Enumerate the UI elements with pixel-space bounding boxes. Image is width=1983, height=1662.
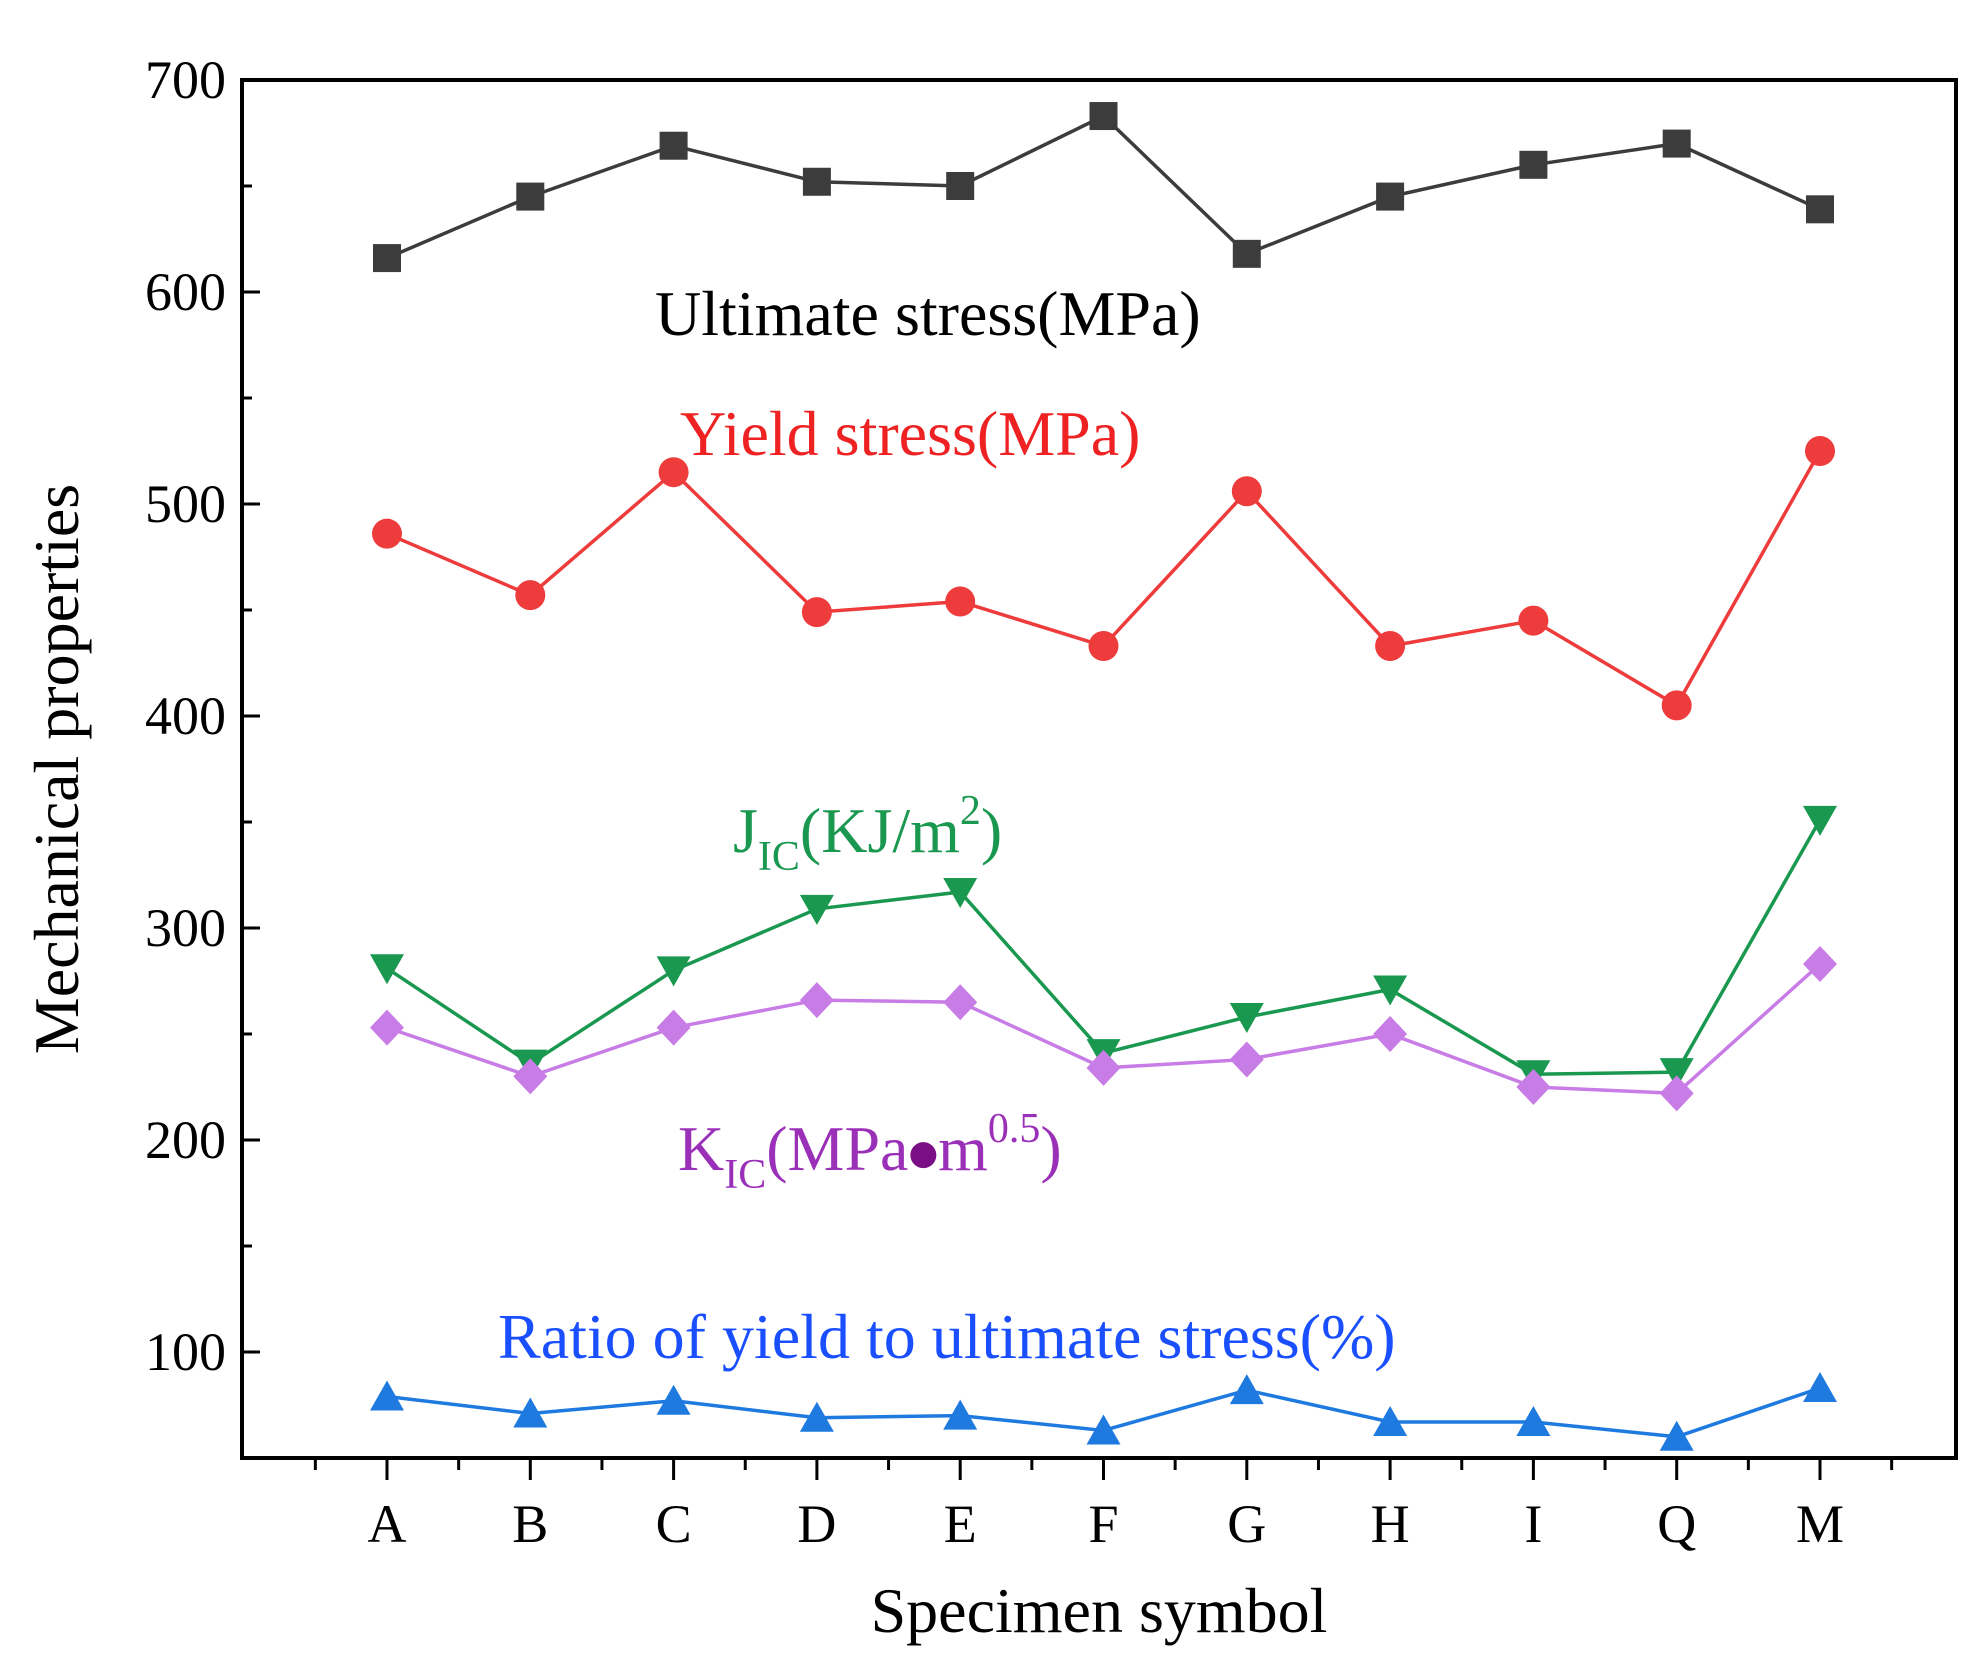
y-tick-label: 500 bbox=[145, 474, 226, 534]
data-point bbox=[943, 984, 978, 1021]
data-point bbox=[1516, 1069, 1551, 1105]
jic-label-close: ) bbox=[981, 795, 1002, 866]
data-point bbox=[1229, 1374, 1264, 1405]
x-tick-label: C bbox=[656, 1494, 692, 1554]
data-point bbox=[1805, 436, 1835, 466]
y-tick-label: 100 bbox=[145, 1322, 226, 1382]
y-tick-label: 300 bbox=[145, 898, 226, 958]
data-point bbox=[515, 580, 546, 611]
data-point bbox=[1659, 1420, 1694, 1451]
data-point bbox=[1373, 1405, 1408, 1436]
data-point bbox=[1232, 239, 1261, 268]
x-tick-label: G bbox=[1227, 1494, 1266, 1554]
jic-label-superscript: 2 bbox=[960, 788, 981, 834]
data-point bbox=[513, 1058, 548, 1095]
x-tick-label: E bbox=[944, 1494, 977, 1554]
data-point bbox=[372, 518, 402, 549]
data-point bbox=[1089, 102, 1118, 131]
kic-label-superscript: 0.5 bbox=[988, 1106, 1041, 1152]
jic-label-unit: (KJ/m bbox=[800, 795, 960, 866]
data-point bbox=[1229, 1041, 1264, 1078]
kic-label-m: m bbox=[938, 1113, 988, 1184]
series-line-0 bbox=[386, 113, 1821, 260]
x-tick-label: H bbox=[1371, 1494, 1410, 1554]
plot-frame bbox=[240, 78, 1958, 1460]
jic-label-main: J bbox=[733, 795, 758, 866]
x-axis-title: Specimen symbol bbox=[871, 1575, 1328, 1646]
kic-label-close: ) bbox=[1040, 1113, 1061, 1184]
data-point bbox=[1231, 476, 1262, 507]
data-point bbox=[943, 877, 978, 908]
data-point bbox=[1661, 690, 1692, 721]
data-point bbox=[945, 586, 976, 617]
y-tick-label: 600 bbox=[145, 262, 226, 322]
x-tick-label: B bbox=[512, 1494, 548, 1554]
data-point bbox=[943, 1399, 978, 1430]
data-point bbox=[1088, 631, 1119, 662]
x-tick-label: I bbox=[1524, 1494, 1542, 1554]
data-point bbox=[799, 982, 834, 1019]
data-point bbox=[946, 172, 975, 200]
data-point bbox=[802, 167, 831, 196]
y-tick-label: 700 bbox=[145, 50, 226, 110]
data-point bbox=[370, 954, 404, 985]
data-point bbox=[1803, 1372, 1837, 1403]
kic-label-subscript: IC bbox=[724, 1152, 766, 1198]
data-point bbox=[1803, 805, 1837, 836]
data-point bbox=[799, 894, 834, 925]
kic-label-dot: ● bbox=[908, 1133, 938, 1173]
data-point bbox=[513, 1397, 548, 1428]
kic-label: KIC(MPa●m0.5) bbox=[678, 1106, 1062, 1198]
jic-label-subscript: IC bbox=[758, 834, 800, 880]
x-tick-label: F bbox=[1088, 1494, 1118, 1554]
data-point bbox=[1373, 1016, 1408, 1052]
data-point bbox=[1376, 182, 1405, 211]
x-tick-label: D bbox=[797, 1494, 836, 1554]
y-tick-label: 200 bbox=[145, 1110, 226, 1170]
data-point bbox=[370, 1380, 404, 1411]
data-point bbox=[1662, 129, 1691, 158]
data-point bbox=[1086, 1049, 1121, 1086]
data-point bbox=[659, 131, 688, 160]
data-point bbox=[1516, 1405, 1551, 1436]
series-markers bbox=[370, 102, 1837, 1451]
data-point bbox=[658, 457, 689, 488]
data-point bbox=[1229, 1003, 1264, 1034]
kic-label-unit: (MPa bbox=[766, 1113, 908, 1184]
data-point bbox=[1659, 1058, 1694, 1089]
data-point bbox=[799, 1401, 834, 1432]
data-point bbox=[1806, 195, 1834, 224]
data-point bbox=[1803, 946, 1837, 983]
x-tick-label: Q bbox=[1657, 1494, 1696, 1554]
ultimate-stress-label: Ultimate stress(MPa) bbox=[655, 278, 1201, 349]
ratio-label: Ratio of yield to ultimate stress(%) bbox=[498, 1301, 1396, 1372]
series-line-1 bbox=[386, 450, 1822, 708]
kic-label-main: K bbox=[678, 1113, 724, 1184]
x-tick-label: A bbox=[368, 1494, 407, 1554]
yield-stress-label: Yield stress(MPa) bbox=[680, 398, 1140, 469]
data-point bbox=[516, 182, 545, 211]
data-point bbox=[801, 597, 832, 628]
data-point bbox=[373, 244, 401, 273]
jic-label: JIC(KJ/m2) bbox=[733, 788, 1002, 880]
data-point bbox=[1375, 631, 1406, 662]
data-point bbox=[1519, 150, 1548, 179]
y-axis-title: Mechanical properties bbox=[21, 484, 92, 1054]
data-point bbox=[370, 1009, 404, 1046]
y-tick-label: 400 bbox=[145, 686, 226, 746]
data-point bbox=[1086, 1414, 1121, 1445]
data-point bbox=[656, 1009, 691, 1046]
x-tick-label: M bbox=[1796, 1494, 1844, 1554]
data-point bbox=[1518, 605, 1549, 636]
series-line-2 bbox=[386, 819, 1822, 1077]
y-axis-ticks: 100 200 300 400 500 600 700 bbox=[145, 50, 260, 1382]
data-point bbox=[656, 1384, 691, 1415]
data-point bbox=[1659, 1075, 1694, 1112]
data-point bbox=[1373, 975, 1408, 1006]
data-point bbox=[656, 956, 691, 987]
